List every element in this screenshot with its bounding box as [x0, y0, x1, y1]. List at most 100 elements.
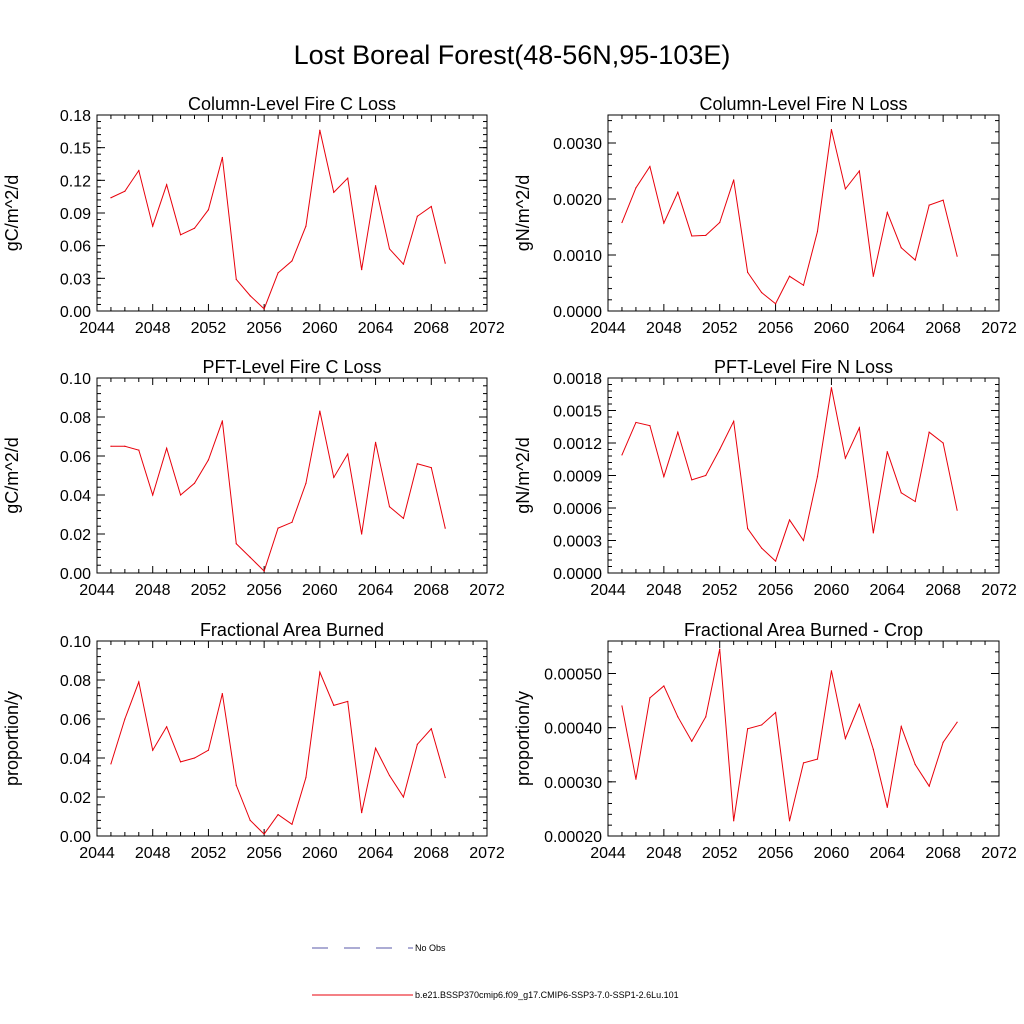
y-tick-label: 0.10	[60, 634, 91, 651]
data-point	[802, 762, 805, 764]
data-point	[621, 221, 623, 224]
data-point	[788, 275, 791, 277]
data-point	[788, 820, 791, 822]
data-point	[402, 517, 405, 520]
x-tick-label: 2060	[814, 845, 850, 862]
data-point	[138, 449, 140, 451]
data-point	[444, 776, 446, 779]
legend-model-line	[312, 994, 413, 996]
data-point	[374, 185, 377, 187]
data-point	[416, 743, 418, 745]
data-point	[277, 272, 279, 274]
x-tick-label: 2060	[302, 582, 338, 599]
data-point	[705, 716, 707, 718]
chart-panel-6: Fractional Area Burned - Crop proportion/…	[513, 620, 1017, 862]
data-point	[333, 191, 335, 193]
data-point	[305, 776, 307, 779]
chart-panel-5: Fractional Area Burned proportion/y 2044 20…	[2, 620, 505, 862]
y-axis-label: gC/m^2/d	[2, 175, 22, 251]
y-tick-label: 0.00030	[544, 775, 602, 792]
data-point	[900, 247, 902, 249]
x-tick-label: 2048	[135, 582, 171, 599]
data-point	[691, 479, 693, 481]
data-point	[221, 420, 223, 422]
data-point	[816, 475, 819, 478]
data-point	[705, 474, 707, 477]
data-point	[858, 170, 860, 172]
y-tick-label: 0.04	[60, 751, 91, 768]
data-point	[928, 431, 930, 433]
data-point	[193, 757, 196, 759]
data-point	[719, 448, 721, 451]
data-point	[719, 648, 721, 650]
chart-panel-1: Column-Level Fire C Loss gC/m^2/d 2044 2048…	[2, 94, 505, 337]
y-axis-label: gN/m^2/d	[513, 175, 533, 251]
data-point	[249, 556, 251, 559]
data-point	[914, 500, 916, 503]
data-point	[166, 447, 168, 449]
data-point	[914, 763, 916, 766]
data-point	[830, 128, 833, 131]
series-line	[110, 670, 446, 835]
plot-frame	[96, 114, 488, 312]
x-tick-label: 2052	[191, 845, 227, 862]
data-point	[333, 704, 335, 706]
x-tick-label: 2060	[814, 582, 850, 599]
y-tick-label: 0.06	[60, 449, 91, 466]
plot-frame	[96, 377, 488, 574]
data-point	[802, 284, 805, 286]
data-point	[914, 259, 916, 261]
data-point	[663, 475, 665, 478]
series-line	[110, 130, 446, 310]
data-point	[872, 748, 874, 750]
x-tick-label: 2064	[869, 845, 905, 862]
data-point	[663, 222, 665, 224]
x-tick-label: 2048	[646, 582, 682, 599]
data-point	[263, 833, 265, 835]
x-tick-label: 2068	[413, 845, 449, 862]
data-point	[761, 724, 763, 726]
data-point	[733, 820, 735, 822]
data-point	[249, 295, 251, 297]
data-point	[635, 421, 637, 424]
data-point	[388, 506, 391, 508]
chart-panel-4: PFT-Level Fire N Loss gN/m^2/d 2044 2048 205…	[513, 357, 1017, 599]
data-point	[361, 812, 363, 814]
data-point	[900, 492, 902, 494]
data-point	[858, 427, 860, 429]
x-tick-label: 2052	[191, 320, 227, 337]
data-point	[124, 718, 126, 720]
data-point	[179, 761, 182, 763]
data-point	[677, 716, 679, 718]
data-point	[305, 225, 307, 227]
data-point	[166, 726, 168, 728]
x-tick-label: 2052	[702, 582, 738, 599]
data-point	[858, 703, 860, 705]
data-point	[635, 778, 637, 780]
data-point	[207, 749, 210, 751]
data-point	[621, 454, 623, 456]
x-tick-label: 2052	[702, 320, 738, 337]
plot-frame	[96, 640, 488, 837]
data-point	[649, 697, 651, 699]
data-point	[430, 728, 432, 730]
plot-frame	[607, 377, 1000, 574]
data-point	[844, 737, 846, 740]
data-point	[110, 763, 112, 765]
y-tick-label: 0.0018	[553, 371, 602, 388]
data-point	[166, 184, 168, 186]
x-tick-label: 2044	[590, 582, 626, 599]
chart-title: Fractional Area Burned - Crop	[684, 620, 923, 640]
data-point	[621, 705, 623, 707]
y-tick-label: 0.0012	[553, 436, 602, 453]
data-point	[138, 169, 140, 172]
x-tick-label: 2072	[469, 320, 505, 337]
x-tick-label: 2044	[79, 582, 115, 599]
x-tick-label: 2068	[413, 320, 449, 337]
data-point	[277, 527, 279, 529]
data-point	[347, 700, 349, 703]
y-tick-label: 0.12	[60, 173, 91, 190]
data-point	[705, 234, 707, 236]
data-point	[124, 445, 126, 447]
